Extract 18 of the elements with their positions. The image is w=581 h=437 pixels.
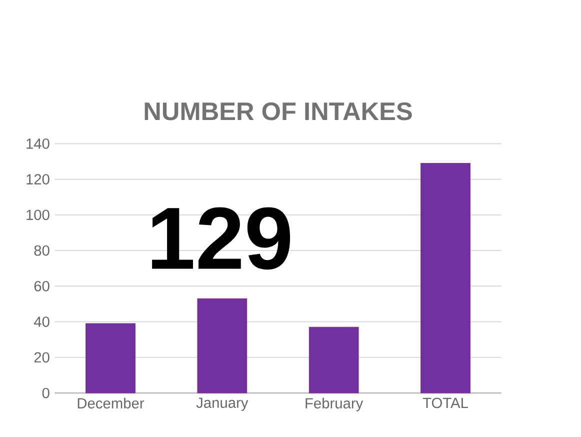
- bar: [308, 326, 359, 394]
- x-tick-label: January: [196, 398, 248, 411]
- y-tick-label: 60: [34, 280, 50, 292]
- x-tick-label: December: [78, 398, 144, 408]
- bar: [86, 323, 136, 394]
- y-tick-label: 40: [34, 316, 50, 327]
- y-tick-label: 0: [42, 388, 50, 398]
- y-tick-label: 140: [26, 138, 50, 149]
- y-tick-label: 20: [34, 352, 50, 363]
- bar: [197, 298, 248, 394]
- y-tick-label: 80: [34, 245, 50, 256]
- bar: [420, 162, 470, 394]
- chart-title: NUMBER OF INTAKES: [144, 102, 412, 120]
- y-tick-label: 120: [26, 174, 50, 184]
- x-tick-label: TOTAL: [422, 398, 468, 408]
- x-tick-label: February: [306, 398, 364, 412]
- annotation: 129: [152, 207, 290, 270]
- y-tick-label: 100: [26, 210, 50, 220]
